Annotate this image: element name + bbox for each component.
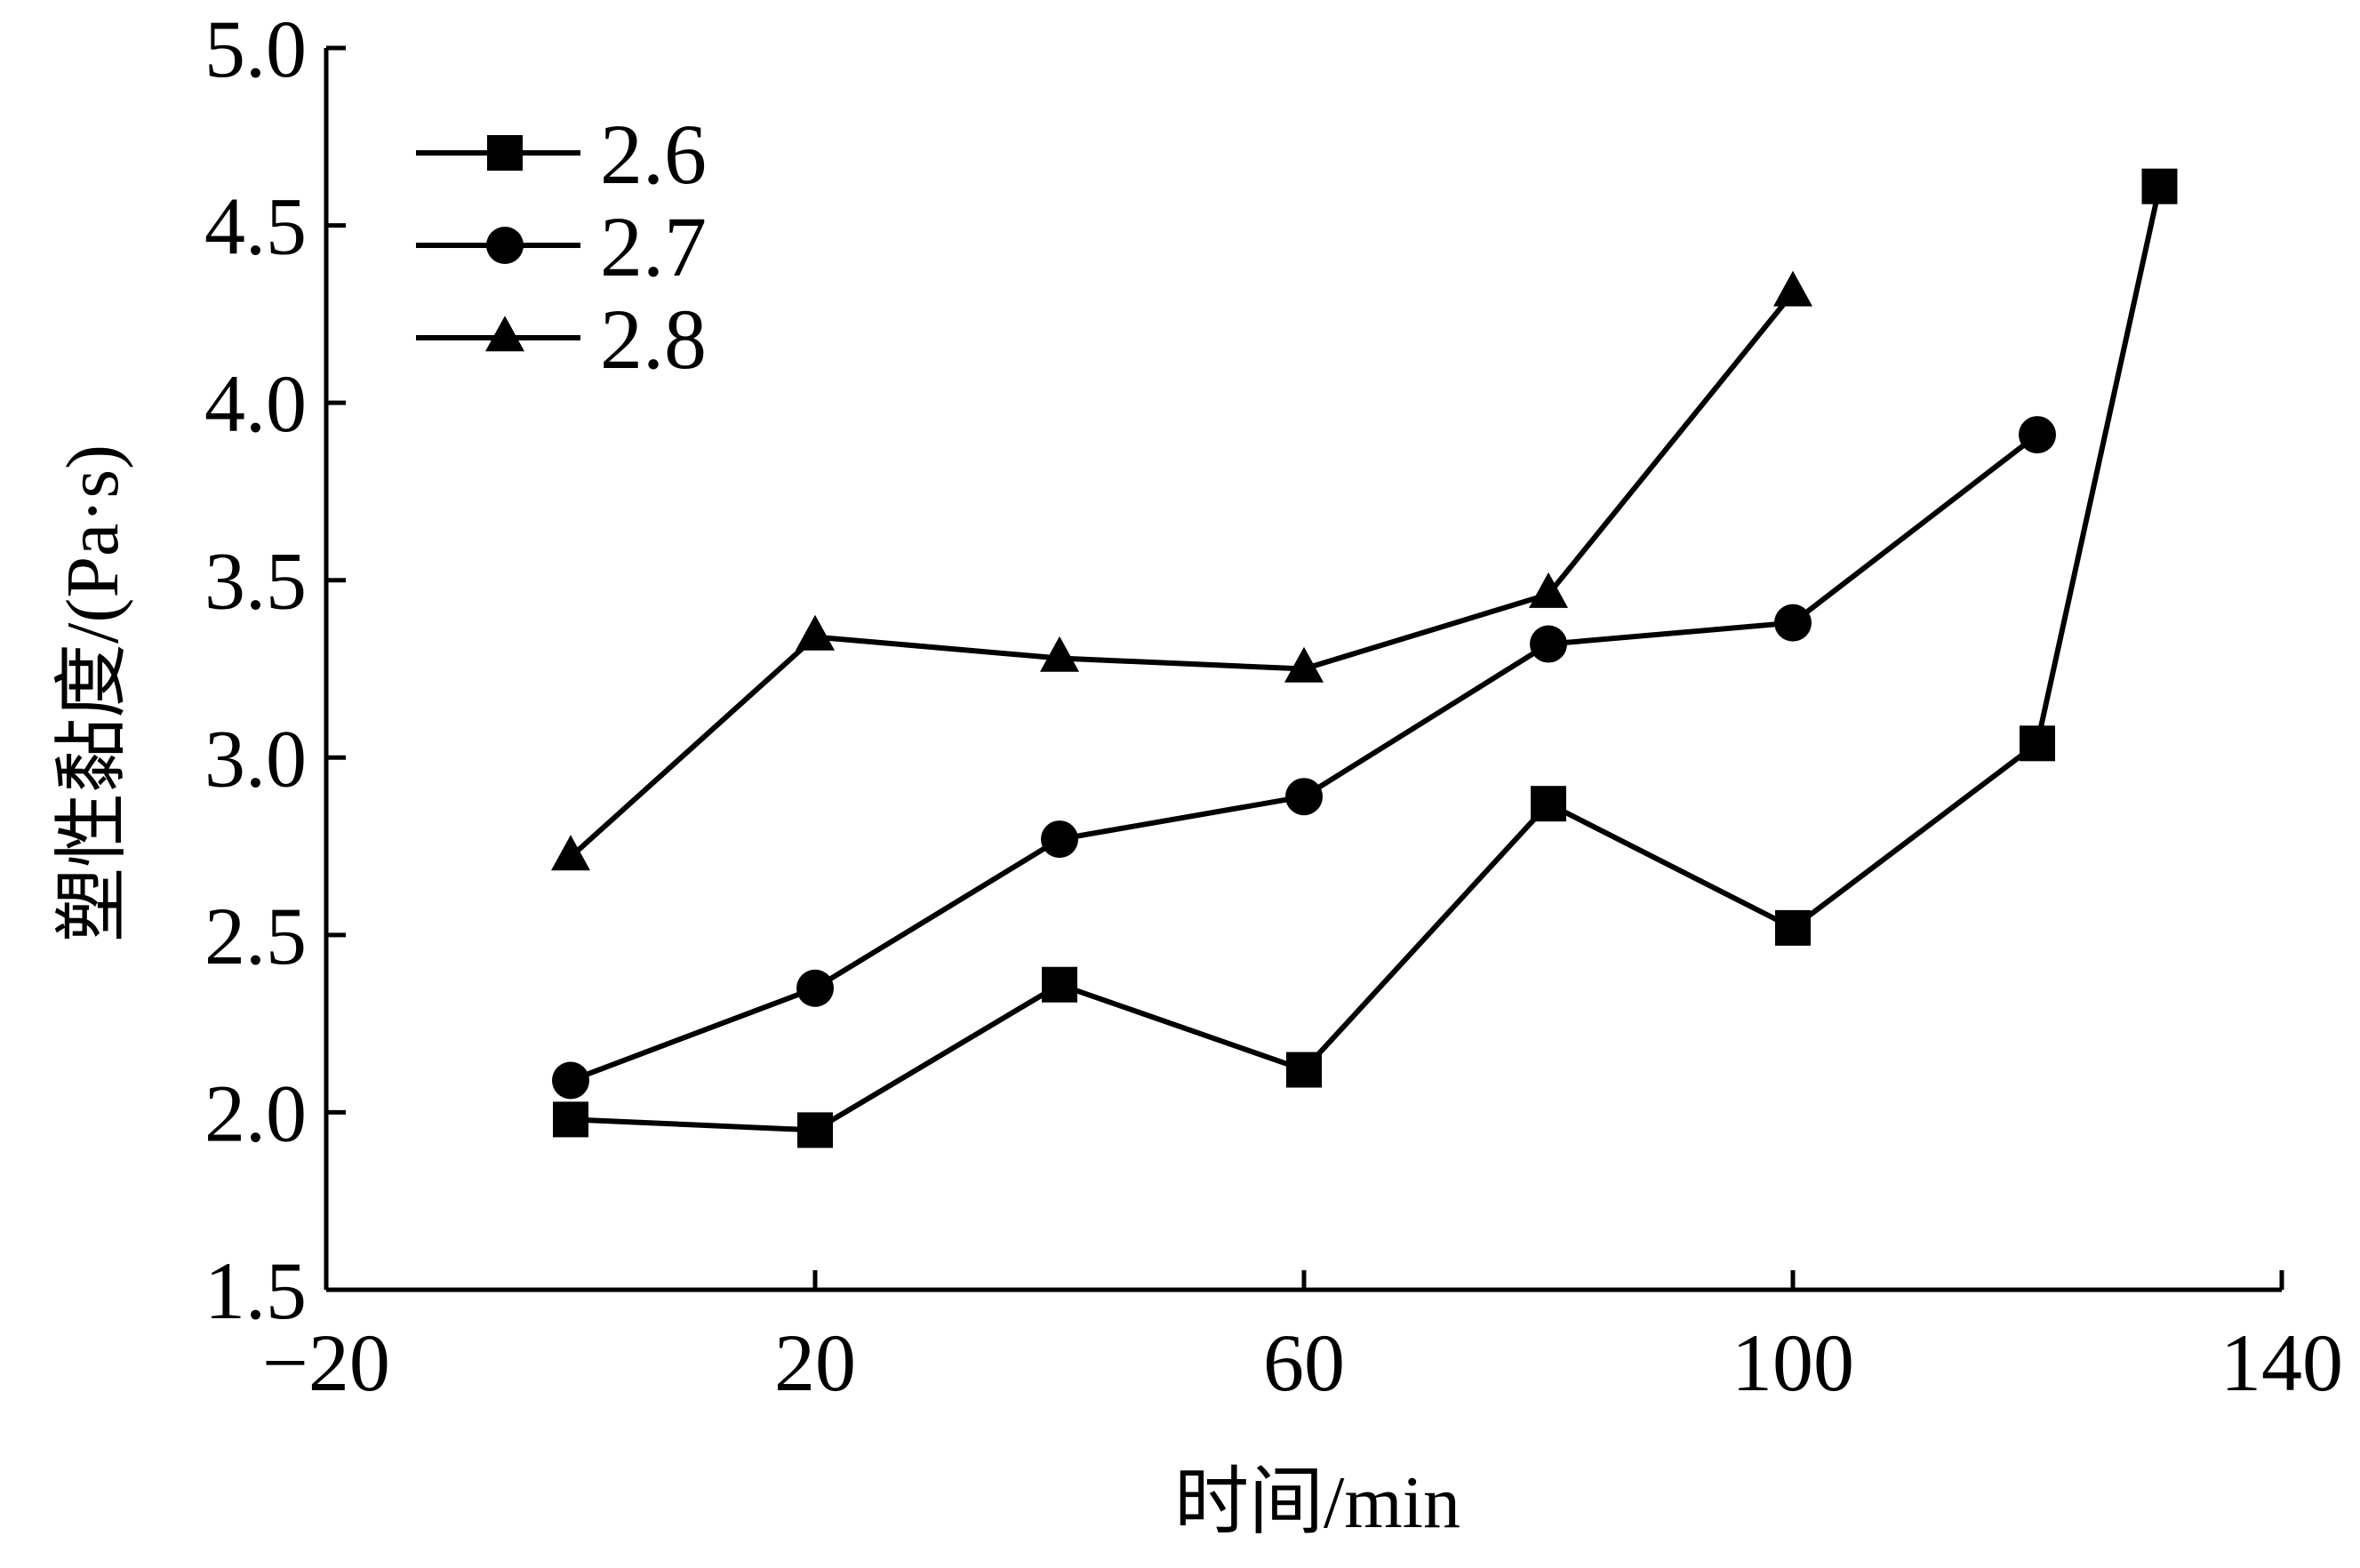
data-point-circle: [1285, 778, 1323, 816]
series-2.6: [553, 168, 2178, 1148]
x-axis-label: 时间/min: [1174, 1461, 1460, 1544]
data-point-square: [553, 1101, 588, 1138]
data-point-square: [797, 1112, 833, 1148]
data-point-circle: [796, 969, 834, 1007]
data-point-square: [2020, 725, 2055, 762]
x-tick-label: 60: [1263, 1317, 1345, 1408]
y-tick-label: 4.0: [204, 358, 307, 449]
series-2.7: [552, 416, 2056, 1100]
data-point-triangle: [551, 835, 590, 871]
series-line: [569, 432, 2039, 1084]
series-layer: [551, 168, 2178, 1148]
series-2.8: [551, 270, 1812, 871]
data-point-square: [1775, 909, 1811, 946]
y-tick-label: 2.5: [204, 891, 307, 981]
data-point-triangle: [1773, 270, 1812, 307]
y-tick-label: 2.0: [204, 1068, 307, 1158]
x-tick-label: 100: [1732, 1317, 1854, 1408]
data-point-triangle: [1040, 636, 1079, 672]
y-tick-label: 1.5: [204, 1245, 307, 1336]
data-point-square: [1286, 1052, 1322, 1088]
legend-marker-circle: [486, 227, 524, 264]
data-point-square: [1042, 966, 1077, 1003]
legend-label: 2.7: [600, 199, 707, 294]
y-tick-label: 5.0: [204, 4, 307, 94]
data-point-circle: [2019, 416, 2056, 454]
legend-item: 2.6: [416, 107, 707, 202]
legend-item: 2.8: [416, 292, 707, 387]
data-point-circle: [552, 1061, 589, 1100]
legend-item: 2.7: [416, 199, 707, 294]
y-tick-label: 4.5: [204, 181, 307, 272]
y-tick-label: 3.0: [204, 713, 307, 804]
data-point-circle: [1041, 820, 1078, 859]
data-point-circle: [1530, 625, 1567, 663]
y-ticks: 1.5 2.0 2.5 3.0 3.5 4.0 4.5 5.0: [204, 4, 346, 1336]
data-point-triangle: [796, 614, 835, 651]
x-tick-label: −20: [262, 1317, 390, 1408]
data-point-circle: [1774, 604, 1812, 642]
y-tick-label: 3.5: [204, 536, 307, 627]
series-line: [568, 291, 1796, 860]
data-point-triangle: [1529, 572, 1568, 608]
data-point-square: [2141, 168, 2178, 204]
legend-marker-triangle: [485, 316, 524, 352]
legend-label: 2.8: [600, 292, 707, 387]
data-point-square: [1531, 786, 1566, 822]
y-axis-label: 塑性黏度/(Pa·s): [52, 444, 134, 942]
x-ticks: −20 20 60 100 140: [262, 1270, 2343, 1408]
legend-label: 2.6: [600, 107, 707, 202]
legend: 2.62.72.8: [416, 107, 707, 387]
x-tick-label: 140: [2220, 1317, 2343, 1408]
x-tick-label: 20: [774, 1317, 856, 1408]
legend-marker-square: [487, 135, 523, 171]
series-line: [570, 186, 2163, 1133]
data-point-triangle: [1284, 646, 1324, 683]
